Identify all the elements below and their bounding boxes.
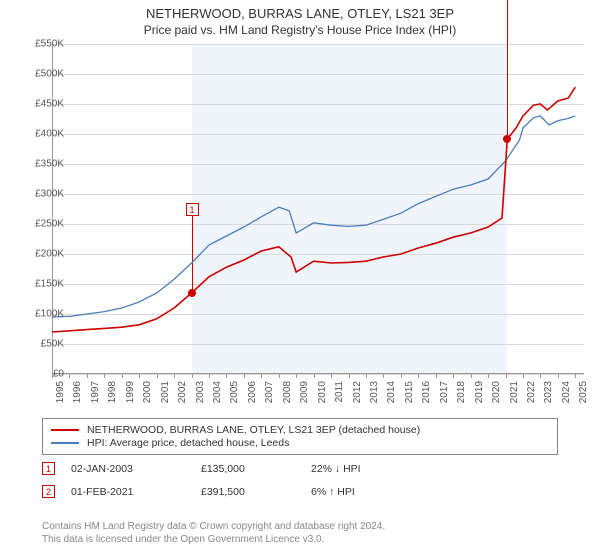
- y-tick-label: £500K: [16, 69, 64, 80]
- x-tick-label: 2020: [491, 381, 502, 403]
- footer-line-1: Contains HM Land Registry data © Crown c…: [42, 520, 558, 533]
- footer-line-2: This data is licensed under the Open Gov…: [42, 533, 558, 546]
- annotation-hpi: 22% ↓ HPI: [311, 463, 411, 475]
- x-tick-label: 2018: [456, 381, 467, 403]
- annotation-date: 02-JAN-2003: [71, 463, 201, 475]
- chart-plot-area: 12: [52, 44, 584, 374]
- x-tick-label: 2017: [439, 381, 450, 403]
- x-tick-label: 2015: [404, 381, 415, 403]
- y-tick-label: £300K: [16, 189, 64, 200]
- x-tick-label: 1998: [107, 381, 118, 403]
- x-tick-label: 2001: [160, 381, 171, 403]
- annotation-row: 2 01-FEB-2021£391,5006% ↑ HPI: [42, 485, 558, 498]
- chart-title: NETHERWOOD, BURRAS LANE, OTLEY, LS21 3EP: [0, 6, 600, 21]
- y-tick-label: £150K: [16, 279, 64, 290]
- x-tick-label: 2005: [229, 381, 240, 403]
- annotation-marker: 1: [42, 462, 55, 475]
- x-tick-label: 1996: [72, 381, 83, 403]
- x-tick-label: 2010: [317, 381, 328, 403]
- series-hpi-line: [52, 116, 575, 317]
- x-tick-label: 2004: [212, 381, 223, 403]
- legend-text: HPI: Average price, detached house, Leed…: [87, 437, 289, 449]
- annotation-price: £391,500: [201, 486, 311, 498]
- x-tick-label: 2012: [352, 381, 363, 403]
- x-tick-label: 2024: [561, 381, 572, 403]
- series-property-line: [52, 87, 575, 332]
- chart-subtitle: Price paid vs. HM Land Registry's House …: [0, 23, 600, 37]
- x-tick-label: 2008: [282, 381, 293, 403]
- legend-swatch: [51, 442, 79, 444]
- y-tick-label: £100K: [16, 309, 64, 320]
- x-tick-label: 2007: [264, 381, 275, 403]
- y-tick-label: £200K: [16, 249, 64, 260]
- y-tick-label: £250K: [16, 219, 64, 230]
- x-tick-label: 2021: [509, 381, 520, 403]
- x-tick-label: 2011: [334, 381, 345, 403]
- y-tick-label: £50K: [16, 339, 64, 350]
- legend-text: NETHERWOOD, BURRAS LANE, OTLEY, LS21 3EP…: [87, 424, 420, 436]
- x-tick-label: 2025: [578, 381, 589, 403]
- annotation-hpi: 6% ↑ HPI: [311, 486, 411, 498]
- y-tick-label: £350K: [16, 159, 64, 170]
- x-tick-label: 1995: [55, 381, 66, 403]
- annotation-marker: 2: [42, 485, 55, 498]
- y-tick-label: £400K: [16, 129, 64, 140]
- x-tick-label: 2002: [177, 381, 188, 403]
- x-tick-label: 2014: [386, 381, 397, 403]
- x-tick-label: 2019: [474, 381, 485, 403]
- annotation-row: 1 02-JAN-2003£135,00022% ↓ HPI: [42, 462, 558, 475]
- y-tick-label: £0: [16, 369, 64, 380]
- legend-item: NETHERWOOD, BURRAS LANE, OTLEY, LS21 3EP…: [51, 424, 549, 436]
- annotations: 1 02-JAN-2003£135,00022% ↓ HPI 2 01-FEB-202…: [42, 462, 558, 498]
- x-tick-label: 2009: [299, 381, 310, 403]
- y-tick-label: £550K: [16, 39, 64, 50]
- x-tick-label: 2023: [543, 381, 554, 403]
- annotation-date: 01-FEB-2021: [71, 486, 201, 498]
- x-tick-label: 1997: [90, 381, 101, 403]
- x-tick-label: 1999: [125, 381, 136, 403]
- legend: NETHERWOOD, BURRAS LANE, OTLEY, LS21 3EP…: [42, 418, 558, 455]
- x-tick-label: 2000: [142, 381, 153, 403]
- x-tick-label: 2016: [421, 381, 432, 403]
- y-tick-label: £450K: [16, 99, 64, 110]
- legend-item: HPI: Average price, detached house, Leed…: [51, 437, 549, 449]
- annotation-price: £135,000: [201, 463, 311, 475]
- x-tick-label: 2022: [526, 381, 537, 403]
- x-tick-label: 2003: [195, 381, 206, 403]
- legend-swatch: [51, 429, 79, 431]
- x-tick-label: 2013: [369, 381, 380, 403]
- x-tick-label: 2006: [247, 381, 258, 403]
